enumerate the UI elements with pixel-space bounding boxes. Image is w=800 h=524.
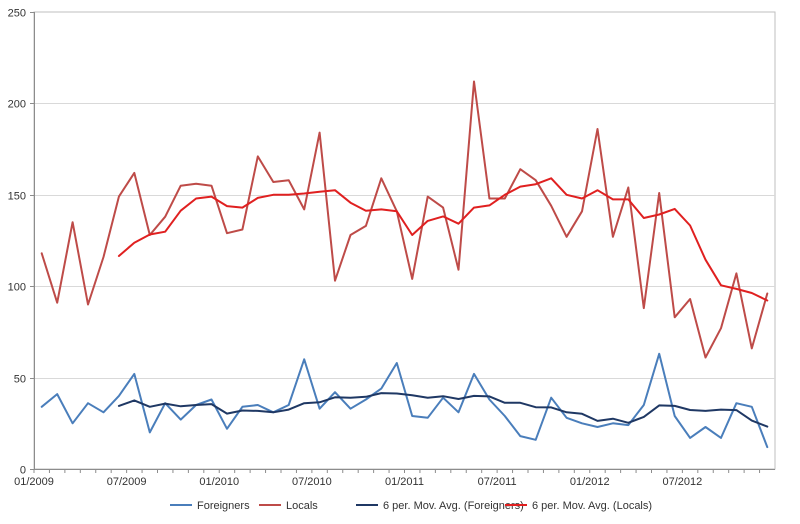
- x-tick-label: 07/2010: [292, 476, 332, 488]
- legend: Foreigners Locals 6 per. Mov. Avg. (Foreig…: [170, 500, 652, 512]
- axes: 0 50 100 150 200 250 01/2009 07/2009 01/2010 07/2…: [8, 8, 775, 488]
- series-line-1: [40, 80, 769, 359]
- series-line-0: [40, 352, 769, 449]
- legend-label: Foreigners: [197, 500, 250, 512]
- series-line-3: [117, 177, 769, 302]
- x-tick-label: 01/2011: [385, 476, 424, 488]
- y-tick-label: 100: [8, 282, 26, 294]
- x-tick-label: 01/2012: [570, 476, 610, 488]
- x-tick-label: 01/2009: [14, 476, 54, 488]
- plot-area: [33, 11, 776, 470]
- series-line-2: [117, 392, 769, 428]
- x-tick-label: 01/2010: [199, 476, 239, 488]
- x-tick-label: 07/2012: [662, 476, 702, 488]
- y-tick-label: 200: [8, 99, 26, 111]
- legend-label: 6 per. Mov. Avg. (Locals): [532, 500, 652, 512]
- x-tick-label: 07/2009: [107, 476, 147, 488]
- y-tick-label: 150: [8, 191, 26, 203]
- y-tick-label: 250: [8, 8, 26, 20]
- legend-label: Locals: [286, 500, 318, 512]
- legend-label: 6 per. Mov. Avg. (Foreigners): [383, 500, 524, 512]
- series-lines: [40, 80, 769, 449]
- x-tick-label: 07/2011: [478, 476, 517, 488]
- y-tick-label: 50: [14, 374, 26, 386]
- y-tick-label: 0: [20, 465, 26, 477]
